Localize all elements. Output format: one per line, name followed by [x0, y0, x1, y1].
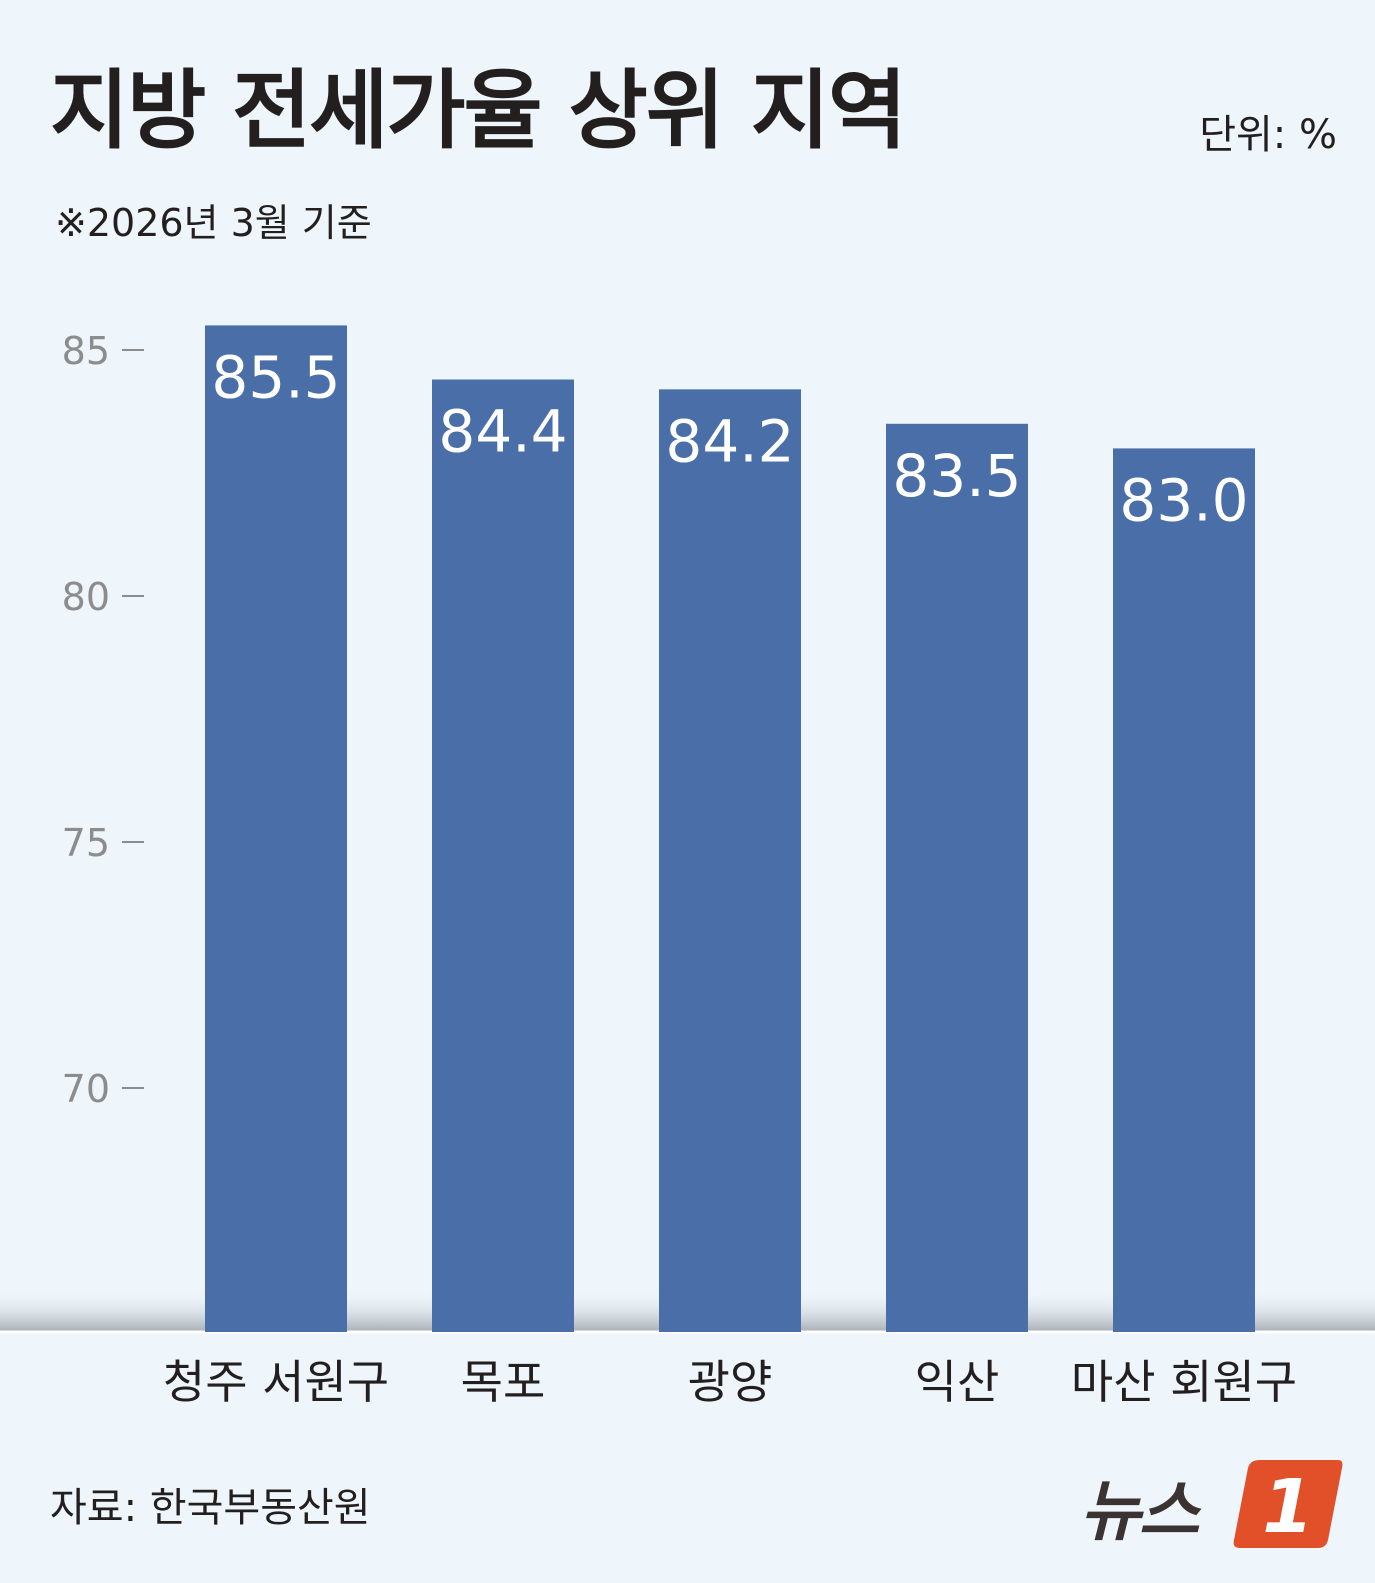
logo-badge-text: 1	[1262, 1464, 1314, 1550]
source-credit: 자료: 한국부동산원	[50, 1485, 371, 1531]
bar-value-label: 84.4	[438, 398, 567, 466]
unit-label: 단위: %	[1199, 112, 1337, 158]
bars: 85.5 84.4 84.2 83.5 83.0	[205, 325, 1255, 1332]
bar	[432, 379, 574, 1332]
bar	[205, 325, 347, 1332]
bar	[1113, 448, 1255, 1332]
x-category-label: 마산 회원구	[1071, 1355, 1297, 1409]
x-category-label: 청주 서원구	[163, 1355, 389, 1409]
date-note: ※2026년 3월 기준	[55, 201, 372, 245]
y-tick-label: 85	[62, 329, 110, 373]
logo-text: 뉴스	[1080, 1473, 1199, 1550]
y-tick-label: 80	[62, 575, 110, 619]
x-axis-labels: 청주 서원구 목포 광양 익산 마산 회원구	[163, 1355, 1297, 1409]
bar-value-label: 83.5	[892, 442, 1021, 510]
chart-title: 지방 전세가율 상위 지역	[50, 61, 907, 161]
bar	[659, 389, 801, 1332]
y-tick-label: 70	[62, 1067, 110, 1111]
bar-value-label: 83.0	[1119, 466, 1248, 534]
x-category-label: 익산	[915, 1355, 1000, 1409]
bar	[886, 423, 1028, 1332]
news1-logo: 뉴스 1	[1080, 1450, 1350, 1560]
x-category-label: 목포	[461, 1355, 546, 1409]
logo-badge: 1	[1233, 1460, 1343, 1550]
bar-value-label: 85.5	[211, 343, 340, 411]
bar-value-label: 84.2	[665, 407, 794, 475]
x-category-label: 광양	[688, 1355, 773, 1409]
y-axis: 85 80 75 70	[62, 329, 144, 1111]
y-tick-label: 75	[62, 821, 110, 865]
